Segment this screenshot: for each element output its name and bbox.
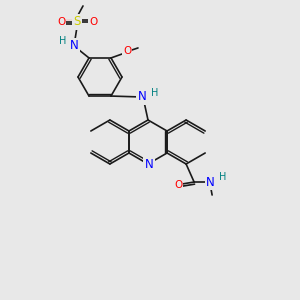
Text: N: N [206, 176, 214, 188]
Text: N: N [145, 158, 153, 170]
Text: S: S [73, 15, 81, 28]
Text: O: O [57, 17, 65, 27]
Text: H: H [151, 88, 158, 98]
Text: H: H [59, 36, 67, 46]
Text: N: N [138, 91, 146, 103]
Text: N: N [70, 39, 78, 52]
Text: O: O [89, 17, 97, 27]
Text: H: H [219, 172, 226, 182]
Text: O: O [174, 180, 182, 190]
Text: O: O [123, 46, 131, 56]
